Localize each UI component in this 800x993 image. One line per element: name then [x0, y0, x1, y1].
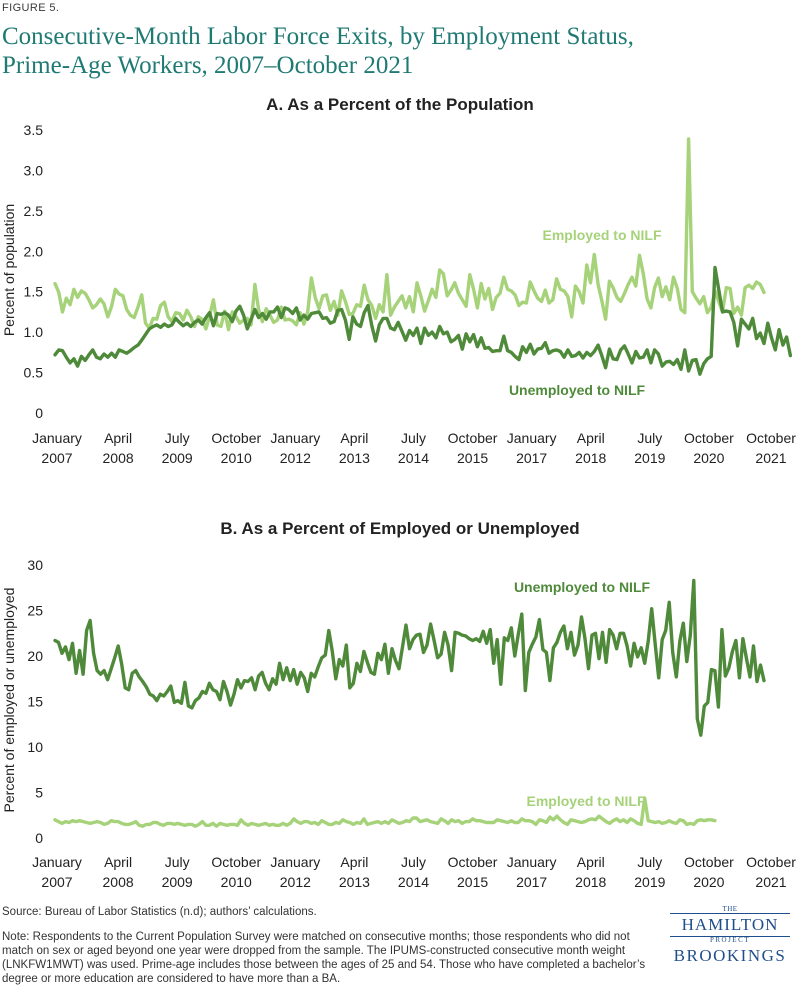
y-tick-label: 0	[35, 405, 43, 421]
x-tick-label: 2017	[516, 874, 547, 890]
x-tick-label: 2013	[339, 874, 370, 890]
x-tick-label: October	[211, 854, 261, 870]
x-tick-label: 2018	[575, 874, 606, 890]
x-tick-label: January	[270, 430, 320, 446]
panel-b-title: B. As a Percent of Employed or Unemploye…	[220, 519, 580, 538]
logo-hamilton: HAMILTON	[670, 913, 790, 937]
x-tick-label: 2015	[457, 450, 488, 466]
source-text: Source: Bureau of Labor Statistics (n.d)…	[2, 906, 317, 918]
x-tick-label: 2019	[634, 874, 665, 890]
series-label-employed-to-nilf: Employed to NILF	[527, 793, 646, 809]
y-tick-label: 15	[27, 694, 43, 710]
series-label-unemployed-to-nilf: Unemployed to NILF	[509, 382, 646, 398]
x-tick-label: July	[401, 854, 426, 870]
y-tick-label: 3.5	[24, 122, 44, 138]
x-tick-label: 2008	[103, 874, 134, 890]
x-tick-label: 2014	[398, 450, 429, 466]
chart-a: 0 0.5 1.0 1.5 2.0 2.5 3.0 3.5 Percent of populat…	[1, 122, 796, 466]
y-tick-label: 5	[35, 785, 43, 801]
figure-title: Consecutive-Month Labor Force Exits, by …	[2, 23, 634, 79]
x-tick-label: January	[507, 854, 557, 870]
y-tick-label: 1.5	[24, 284, 44, 300]
x-tick-label: January	[270, 854, 320, 870]
y-tick-label: 10	[27, 739, 43, 755]
logo-project: PROJECT	[709, 936, 751, 944]
x-tick-label: April	[340, 430, 368, 446]
x-tick-label: October	[684, 854, 734, 870]
x-tick-label: July	[637, 430, 662, 446]
x-tick-label: 2008	[103, 450, 134, 466]
series-label-employed-to-nilf: Employed to NILF	[543, 227, 662, 243]
y-tick-label: 25	[27, 603, 43, 619]
x-tick-label: April	[577, 430, 605, 446]
series-line-unemployed-to-nilf	[53, 578, 766, 737]
x-tick-label: 2014	[398, 874, 429, 890]
x-tick-label: 2021	[755, 450, 786, 466]
x-tick-label: October	[684, 430, 734, 446]
x-tick-label: 2021	[755, 874, 786, 890]
x-tick-label: 2020	[693, 450, 724, 466]
x-tick-label: 2017	[516, 450, 547, 466]
x-tick-label: 2009	[162, 874, 193, 890]
x-tick-label: October	[448, 430, 498, 446]
x-tick-label: 2010	[221, 874, 252, 890]
x-tick-label: July	[165, 854, 190, 870]
y-axis-label: Percent of population	[1, 204, 17, 336]
x-tick-label: January	[32, 430, 82, 446]
y-axis-label: Percent of employed or unemployed	[1, 588, 17, 813]
logo-brookings: BROOKINGS	[673, 946, 787, 965]
x-tick-label: 2007	[41, 874, 72, 890]
x-tick-label: 2020	[693, 874, 724, 890]
x-tick-label: 2018	[575, 450, 606, 466]
x-tick-label: January	[507, 430, 557, 446]
x-tick-label: October	[746, 430, 796, 446]
x-tick-label: April	[104, 430, 132, 446]
x-tick-label: January	[32, 854, 82, 870]
series-label-unemployed-to-nilf: Unemployed to NILF	[514, 579, 651, 595]
x-tick-label: April	[104, 854, 132, 870]
x-tick-label: 2015	[457, 874, 488, 890]
y-tick-label: 0	[35, 830, 43, 846]
x-tick-label: 2019	[634, 450, 665, 466]
x-tick-label: July	[637, 854, 662, 870]
y-tick-label: 2.0	[24, 243, 44, 259]
x-tick-label: July	[165, 430, 190, 446]
x-tick-label: 2009	[162, 450, 193, 466]
x-tick-label: April	[577, 854, 605, 870]
x-tick-label: April	[340, 854, 368, 870]
y-tick-label: 3.0	[24, 162, 44, 178]
series-line-employed-to-nilf	[53, 137, 766, 332]
note-text: Note: Respondents to the Current Populat…	[2, 931, 646, 985]
x-tick-label: 2012	[280, 450, 311, 466]
x-tick-label: July	[401, 430, 426, 446]
x-tick-label: October	[211, 430, 261, 446]
series-line-employed-to-nilf	[53, 796, 717, 828]
figure-label: FIGURE 5.	[2, 2, 60, 14]
chart-b: 0 5 10 15 20 25 30 Percent of employed or unemp…	[1, 557, 796, 890]
x-tick-label: 2010	[221, 450, 252, 466]
logo-the: THE	[722, 905, 738, 913]
y-tick-label: 20	[27, 648, 43, 664]
y-tick-label: 0.5	[24, 365, 44, 381]
x-tick-label: 2007	[41, 450, 72, 466]
y-tick-label: 30	[27, 557, 43, 573]
y-tick-label: 1.0	[24, 324, 44, 340]
hamilton-brookings-logo: THE HAMILTON PROJECT BROOKINGS	[662, 905, 798, 985]
panel-a-title: A. As a Percent of the Population	[266, 95, 534, 114]
y-tick-label: 2.5	[24, 203, 44, 219]
series-line-unemployed-to-nilf	[53, 265, 793, 376]
x-tick-label: 2012	[280, 874, 311, 890]
x-tick-label: October	[448, 854, 498, 870]
x-tick-label: 2013	[339, 450, 370, 466]
x-tick-label: October	[746, 854, 796, 870]
